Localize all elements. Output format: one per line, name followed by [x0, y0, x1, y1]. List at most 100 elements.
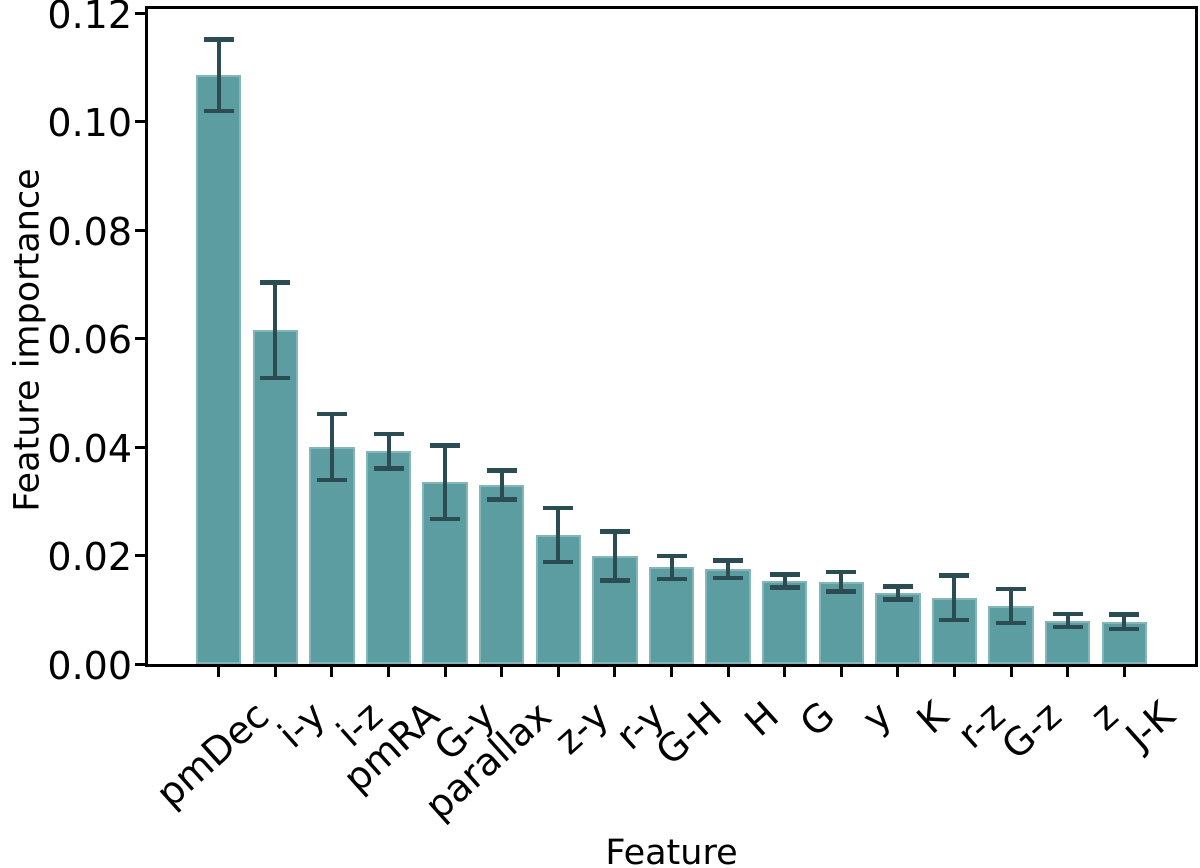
error-cap-high-H [713, 558, 744, 563]
error-bar-H [726, 560, 731, 578]
x-tick-label-G-z: G-z [993, 693, 1070, 768]
error-bar-i-y [273, 282, 278, 379]
error-bar-J-K [1122, 614, 1127, 629]
error-bar-i-z [329, 413, 334, 481]
x-tick [783, 667, 787, 677]
x-tick-label-z: z [1081, 693, 1127, 740]
error-bar-G-H [669, 556, 674, 579]
error-cap-high-G-H [656, 553, 687, 559]
x-tick [387, 667, 391, 677]
error-cap-high-r-y [599, 529, 630, 534]
x-tick [330, 667, 334, 677]
error-cap-high-i-y [260, 280, 291, 285]
x-tick [613, 667, 617, 677]
x-tick-label-y: y [853, 693, 900, 741]
x-tick-label-G: G [791, 693, 844, 746]
bar-K [875, 592, 921, 664]
error-bar-G-y [443, 445, 448, 520]
x-tick-label-K: K [908, 693, 957, 743]
y-tick-label: 0.08 [47, 209, 132, 254]
x-tick [1122, 667, 1126, 677]
bar-i-z [309, 447, 355, 664]
x-tick [273, 667, 277, 677]
error-bar-G [782, 574, 787, 588]
x-tick-label-J-K: J-K [1117, 693, 1183, 759]
x-tick-label-H: H [735, 693, 787, 745]
bar-H [705, 569, 751, 664]
x-tick [500, 667, 504, 677]
y-tick [135, 445, 145, 449]
y-tick-label: 0.06 [47, 318, 132, 362]
error-cap-low-K [882, 597, 913, 602]
x-tick [670, 667, 673, 677]
y-tick-label: 0.10 [47, 101, 132, 145]
error-cap-low-z [1052, 624, 1083, 630]
x-axis-label: Feature [605, 833, 738, 868]
error-bar-y [839, 571, 844, 592]
error-cap-high-i-z [316, 411, 347, 417]
y-tick [135, 337, 145, 340]
error-bar-z-y [556, 507, 561, 563]
error-cap-high-z [1052, 611, 1083, 617]
bar-pmRA [365, 451, 412, 664]
y-tick [135, 120, 145, 123]
error-cap-low-r-z [939, 617, 970, 623]
error-cap-high-z-y [543, 505, 574, 511]
x-tick [1009, 667, 1013, 677]
error-cap-low-z-y [543, 559, 574, 565]
error-cap-low-G-H [656, 576, 687, 582]
error-bar-z [1065, 614, 1070, 628]
error-cap-high-G-z [996, 586, 1027, 592]
y-tick-label: 0.12 [47, 0, 132, 37]
bar-i-y [252, 330, 298, 664]
bar-y [818, 581, 864, 664]
y-tick [135, 11, 145, 15]
x-tick [726, 667, 730, 677]
error-bar-r-y [612, 531, 617, 581]
error-cap-high-K [882, 584, 913, 589]
y-tick-label: 0.00 [47, 643, 132, 688]
error-cap-high-y [826, 569, 857, 575]
x-tick [952, 667, 956, 677]
error-cap-high-J-K [1109, 612, 1140, 617]
error-bar-pmRA [386, 433, 391, 469]
error-cap-high-parallax [486, 468, 517, 473]
error-cap-low-pmRA [373, 466, 404, 471]
error-cap-low-H [713, 575, 744, 580]
y-tick [135, 554, 145, 557]
x-tick-label-z-y: z-y [546, 693, 617, 763]
x-tick-label-i-y: i-y [270, 693, 334, 757]
error-cap-low-r-y [599, 578, 630, 583]
error-cap-low-G-z [996, 620, 1027, 626]
error-cap-low-G [769, 585, 800, 590]
plot-area [135, 6, 1198, 667]
y-tick [135, 662, 145, 666]
bar-pmDec [196, 75, 242, 664]
bar-G-H [648, 567, 695, 664]
y-tick-label: 0.02 [47, 535, 132, 579]
x-tick [896, 667, 900, 677]
bar-parallax [479, 484, 525, 664]
x-tick [556, 667, 560, 677]
x-tick [217, 667, 221, 677]
y-tick [135, 228, 145, 232]
error-bar-parallax [499, 470, 504, 500]
error-cap-high-pmRA [373, 431, 404, 437]
error-cap-low-parallax [486, 497, 517, 502]
x-tick [839, 667, 843, 677]
x-tick-label-pmDec: pmDec [147, 693, 278, 816]
error-cap-high-r-z [939, 573, 970, 578]
error-bar-r-z [952, 575, 957, 621]
error-bar-pmDec [216, 39, 221, 112]
x-tick [443, 667, 447, 677]
bar-G [762, 581, 808, 664]
error-cap-high-G-y [430, 443, 461, 448]
x-tick [1066, 667, 1070, 677]
y-tick-label: 0.04 [47, 426, 132, 471]
error-cap-high-pmDec [203, 37, 234, 42]
error-bar-K [895, 586, 900, 600]
error-bar-G-z [1009, 589, 1014, 623]
error-cap-low-pmDec [203, 108, 234, 114]
error-cap-high-G [769, 572, 800, 577]
error-cap-low-y [826, 589, 857, 594]
